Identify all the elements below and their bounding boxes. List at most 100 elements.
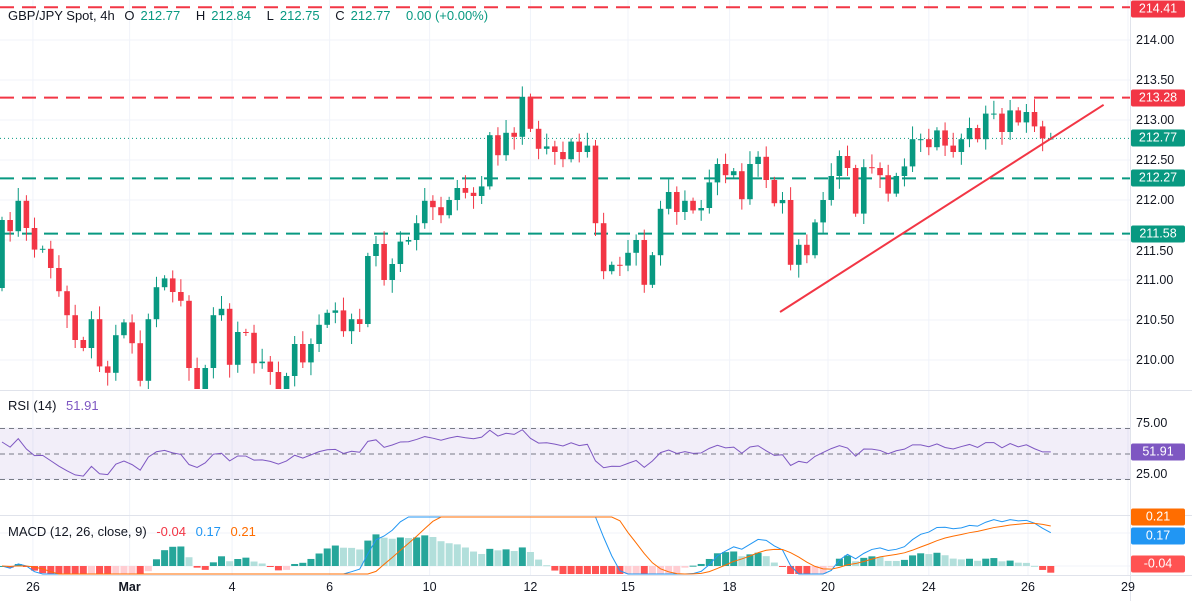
macd-line-badge: 0.17 xyxy=(1131,527,1185,545)
candle-body xyxy=(982,113,989,140)
candle-body xyxy=(852,168,859,214)
macd-histogram-bar xyxy=(486,548,494,566)
macd-histogram-bar xyxy=(982,558,990,566)
change-value: 0.00 (+0.00%) xyxy=(406,8,489,23)
x-tick-label: 26 xyxy=(1021,580,1035,594)
macd-histogram-bar xyxy=(583,566,591,574)
macd-histogram-bar xyxy=(39,566,47,574)
macd-histogram-bar xyxy=(63,566,71,574)
macd-histogram-bar xyxy=(835,558,843,566)
candle-body xyxy=(7,220,13,232)
candle-body xyxy=(893,176,900,194)
macd-histogram-bar xyxy=(526,551,534,566)
macd-histogram-bar xyxy=(738,556,746,566)
macd-histogram-bar xyxy=(974,560,982,566)
candle-body xyxy=(129,322,135,344)
macd-histogram-bar xyxy=(96,566,104,574)
macd-histogram-bar xyxy=(1031,565,1039,567)
candle-body xyxy=(909,139,916,167)
candle-body xyxy=(592,145,599,224)
candle-body xyxy=(267,361,274,372)
macd-histogram-bar xyxy=(266,566,274,567)
candle-body xyxy=(804,244,810,256)
macd-histogram-bar xyxy=(754,552,762,566)
macd-histogram-bar xyxy=(104,566,112,574)
macd-name[interactable]: MACD (12, 26, close, 9) xyxy=(8,524,147,539)
candle-body xyxy=(820,200,826,223)
macd-histogram-bar xyxy=(1022,562,1030,566)
candle-body xyxy=(438,207,444,216)
macd-histogram-bar xyxy=(429,537,437,566)
macd-histogram-bar xyxy=(965,558,973,566)
macd-histogram-bar xyxy=(632,566,640,574)
rsi-name[interactable]: RSI (14) xyxy=(8,398,57,413)
candle-body xyxy=(332,310,339,313)
candle-body xyxy=(991,113,997,115)
candle-body xyxy=(714,164,721,183)
candle-body xyxy=(828,176,835,200)
macd-histogram-bar xyxy=(770,562,778,566)
candle-body xyxy=(405,240,412,242)
candle-body xyxy=(812,222,818,256)
macd-histogram-bar xyxy=(250,561,258,566)
rsi-line xyxy=(1,429,1051,477)
price-level-badge: 211.58 xyxy=(1131,225,1185,243)
candle-body xyxy=(1023,112,1030,123)
macd-histogram-bar xyxy=(226,561,234,566)
candle-body xyxy=(942,130,948,146)
candle-body xyxy=(885,175,891,194)
candle-body xyxy=(926,139,932,148)
macd-histogram-bar xyxy=(591,566,599,574)
candle-body xyxy=(194,368,200,389)
candle-body xyxy=(308,344,314,363)
high-value: H 212.84 xyxy=(196,8,257,23)
macd-histogram-bar xyxy=(120,566,128,574)
candle-body xyxy=(39,248,46,250)
candle-body xyxy=(300,344,306,363)
candle-body xyxy=(113,335,119,373)
y-tick-label: 212.50 xyxy=(1136,153,1175,167)
macd-histogram-bar xyxy=(648,566,656,574)
candle-body xyxy=(584,145,591,152)
macd-histogram-bar xyxy=(31,566,39,571)
candle-body xyxy=(153,287,160,320)
candle-body xyxy=(600,223,607,272)
macd-histogram-bar xyxy=(413,537,421,566)
macd-histogram-bar xyxy=(348,547,356,566)
candle-body xyxy=(722,164,729,176)
macd-histogram-bar xyxy=(681,566,689,568)
x-tick-label: 29 xyxy=(1121,580,1135,594)
candle-body xyxy=(80,340,87,348)
candle-body xyxy=(860,167,867,214)
candle-body xyxy=(291,344,298,376)
candle-body xyxy=(755,156,761,164)
macd-histogram-bar xyxy=(234,559,242,566)
y-tick-label: 212.00 xyxy=(1136,193,1175,207)
candle-body xyxy=(739,171,745,200)
macd-histogram-bar xyxy=(453,544,461,566)
macd-histogram-bar xyxy=(185,557,193,566)
candle-body xyxy=(543,146,550,149)
macd-hist-badge: -0.04 xyxy=(1131,555,1185,573)
macd-histogram-bar xyxy=(1047,566,1055,573)
candle-body xyxy=(763,156,770,180)
x-tick-label: 10 xyxy=(422,580,437,594)
candle-body xyxy=(137,343,144,381)
candle-body xyxy=(316,324,322,344)
candle-body xyxy=(625,252,631,266)
last-price-badge: 212.77 xyxy=(1131,129,1185,147)
candle-body xyxy=(877,168,883,176)
candle-body xyxy=(576,141,583,152)
macd-histogram-bar xyxy=(177,546,185,566)
macd-histogram-bar xyxy=(478,553,486,566)
macd-histogram-bar xyxy=(795,566,803,574)
open-value: O 212.77 xyxy=(124,8,186,23)
symbol-title[interactable]: GBP/JPY Spot, 4h xyxy=(8,8,115,23)
candle-body xyxy=(0,220,5,288)
close-label: C xyxy=(335,8,345,23)
candle-body xyxy=(324,312,330,325)
macd-histogram-bar xyxy=(689,565,697,567)
candle-body xyxy=(275,372,282,389)
macd-histogram-bar xyxy=(291,563,299,566)
